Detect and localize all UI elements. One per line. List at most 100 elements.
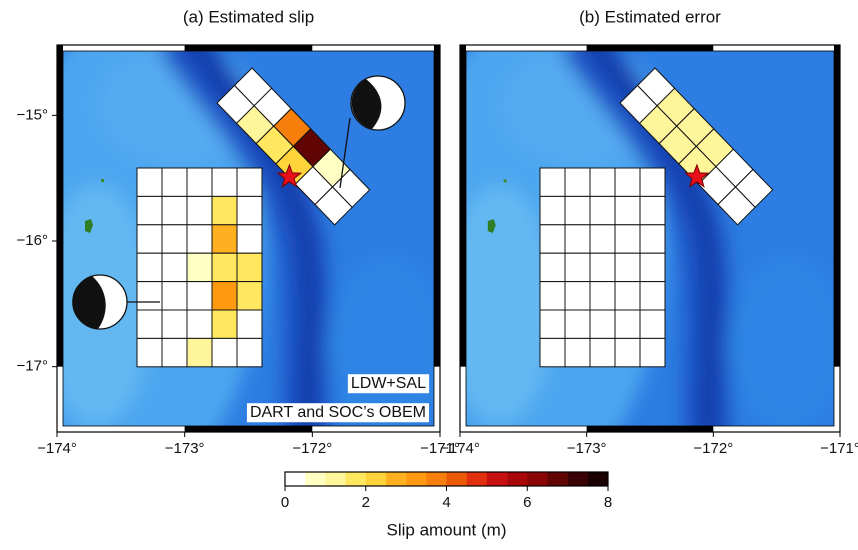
fault-cell (615, 282, 640, 310)
fault-cell (237, 168, 262, 196)
colorbar-step (305, 472, 325, 486)
fault-cell (540, 310, 565, 338)
colorbar-step (467, 472, 487, 486)
colorbar-tick-label: 0 (281, 494, 289, 511)
panel-title: (b) Estimated error (579, 7, 721, 26)
frame-band (713, 426, 840, 432)
fault-cell (640, 338, 665, 366)
fault-cell (137, 338, 162, 366)
x-tick-label: −171° (820, 440, 858, 457)
fault-cell (615, 310, 640, 338)
fault-cell (137, 196, 162, 224)
fault-cell (237, 338, 262, 366)
annotation: LDW+SAL (351, 375, 426, 392)
fault-cell (590, 253, 615, 281)
fault-cell (212, 282, 237, 310)
colorbar-label: Slip amount (m) (387, 520, 507, 539)
y-tick-label: −15° (17, 106, 48, 123)
fault-cell (590, 338, 615, 366)
fault-cell (187, 225, 212, 253)
frame-band (312, 426, 440, 432)
fault-cell (540, 253, 565, 281)
frame-band (460, 426, 587, 432)
fault-cell (212, 196, 237, 224)
fault-cell (615, 168, 640, 196)
x-tick-label: −174° (37, 440, 77, 457)
fault-cell (590, 225, 615, 253)
fault-cell (237, 196, 262, 224)
fault-cell (565, 196, 590, 224)
fault-cell (640, 282, 665, 310)
fault-cell (212, 338, 237, 366)
panel-title: (a) Estimated slip (183, 7, 314, 26)
fault-cell (640, 168, 665, 196)
fault-cell (137, 282, 162, 310)
colorbar: 02468Slip amount (m) (281, 472, 612, 539)
fault-cell (540, 282, 565, 310)
colorbar-step (325, 472, 345, 486)
fault-cell (237, 282, 262, 310)
fault-cell (237, 225, 262, 253)
colorbar-step (447, 472, 467, 486)
fault-cell (137, 225, 162, 253)
colorbar-step (426, 472, 446, 486)
fault-cell (162, 168, 187, 196)
frame-band (185, 426, 313, 432)
fault-cell (187, 253, 212, 281)
frame-band (587, 45, 714, 51)
fault-cell (137, 168, 162, 196)
colorbar-step (346, 472, 366, 486)
x-tick-label: −172° (693, 440, 733, 457)
frame-band (312, 45, 440, 51)
panel: (a) Estimated slip−174°−173°−172°−171°−1… (12, 5, 460, 485)
fault-cell (640, 225, 665, 253)
frame-band (460, 45, 466, 367)
fault-cell (237, 310, 262, 338)
annotation: DART and SOC’s OBEM (250, 404, 426, 421)
fault-cell (590, 282, 615, 310)
fault-cell (137, 310, 162, 338)
colorbar-tick-label: 2 (362, 494, 370, 511)
fault-cell (565, 338, 590, 366)
fault-cell (615, 225, 640, 253)
beach-ball (351, 76, 405, 130)
frame-band (460, 45, 587, 51)
fault-cell (187, 310, 212, 338)
fault-cell (212, 225, 237, 253)
fault-cell (162, 282, 187, 310)
colorbar-step (507, 472, 527, 486)
colorbar-tick-label: 8 (604, 494, 612, 511)
frame-band (434, 45, 440, 367)
colorbar-tick-label: 4 (442, 494, 450, 511)
fault-cell (212, 253, 237, 281)
x-tick-label: −174° (440, 440, 480, 457)
fault-cell (640, 310, 665, 338)
fault-cell (565, 253, 590, 281)
y-tick-label: −16° (17, 232, 48, 249)
fault-cell (590, 196, 615, 224)
fault-cell (162, 225, 187, 253)
colorbar-step (568, 472, 588, 486)
fault-cell (565, 282, 590, 310)
frame-band (57, 45, 63, 367)
fault-cell (590, 310, 615, 338)
fault-cell (212, 168, 237, 196)
frame-band (57, 426, 185, 432)
fault-cell (187, 196, 212, 224)
colorbar-step (547, 472, 567, 486)
frame-band (713, 45, 840, 51)
fault-cell (162, 196, 187, 224)
y-tick-label: −17° (17, 358, 48, 375)
frame-band (587, 426, 714, 432)
fault-cell (640, 253, 665, 281)
x-tick-label: −173° (165, 440, 205, 457)
frame-band (57, 45, 185, 51)
fault-cell (565, 310, 590, 338)
fault-cell (162, 338, 187, 366)
fault-cell (640, 196, 665, 224)
fault-cell (540, 338, 565, 366)
fault-cell (187, 338, 212, 366)
fault-cell (615, 338, 640, 366)
fault-cell (615, 253, 640, 281)
colorbar-step (487, 472, 507, 486)
